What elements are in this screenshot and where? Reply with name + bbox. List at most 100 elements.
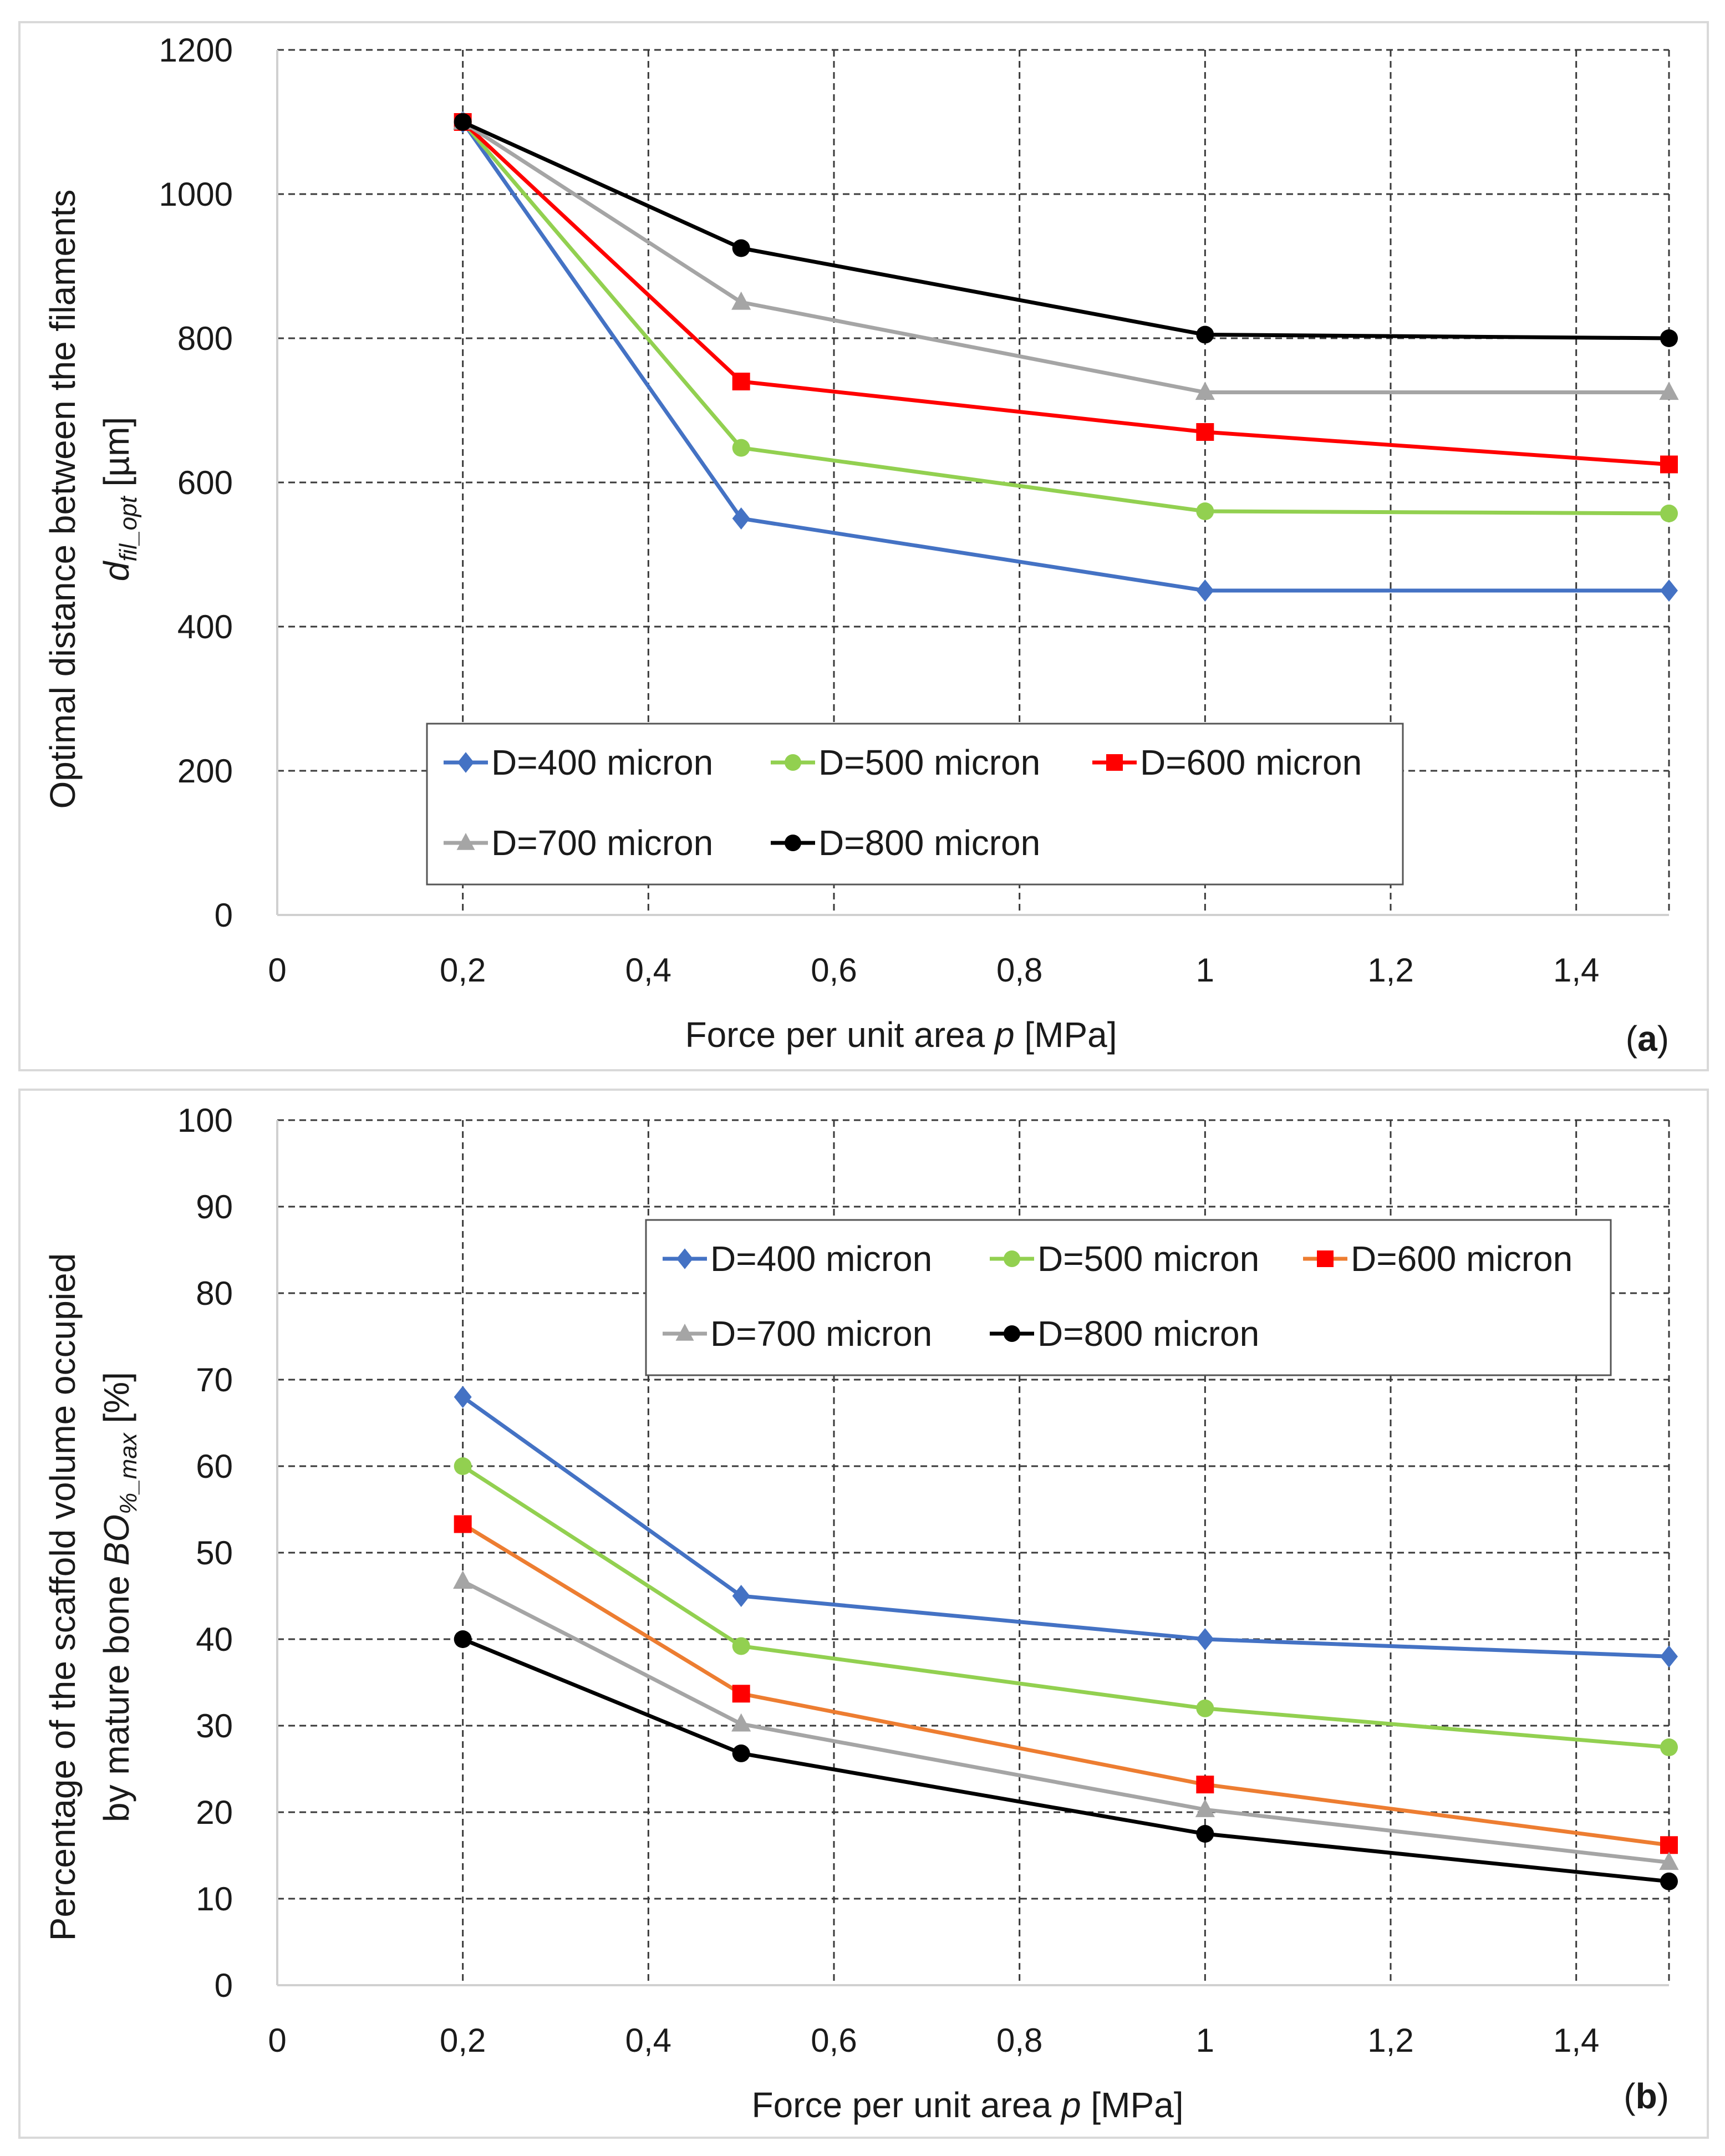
legend-entry: D=700 micron [491, 823, 713, 863]
data-point [731, 291, 751, 310]
panel-a-frame [18, 21, 1709, 1071]
y-axis-label: Percentage of the scaffold volume occupi… [43, 1253, 83, 1941]
y-tick-labels: 0 200 400 600 800 1000 1200 [159, 32, 233, 934]
y-tick-label: 30 [196, 1707, 233, 1745]
data-series [453, 1386, 1679, 1890]
y-tick-label: 0 [215, 1967, 233, 2004]
series-line [461, 1465, 1670, 1750]
panel-label-b: (b) [1624, 2076, 1669, 2116]
series-line [461, 120, 1669, 593]
legend-entry: D=400 micron [491, 743, 713, 782]
series-line [461, 120, 1670, 516]
x-tick-label: 0,6 [811, 952, 857, 989]
legend-entry: D=500 micron [1037, 1239, 1259, 1279]
legend-marker [785, 754, 801, 771]
legend-entry: D=700 micron [710, 1314, 932, 1354]
legend: D=400 micron D=500 micron D=600 micron D=70… [645, 1219, 1612, 1376]
data-point [732, 1585, 750, 1607]
x-axis-label: Force per unit area p [MPa] [751, 2085, 1183, 2125]
legend-marker [457, 752, 474, 773]
data-point [732, 1685, 750, 1703]
data-point [454, 1630, 472, 1648]
legend-box [645, 1219, 1612, 1376]
legend-entry: D=600 micron [1351, 1239, 1573, 1279]
data-point [731, 1713, 751, 1732]
legend-entry: D=600 micron [1140, 743, 1362, 782]
data-point [732, 1637, 750, 1655]
y-tick-label: 10 [196, 1880, 233, 1918]
legend-entry: D=500 micron [818, 743, 1040, 782]
legend-marker [675, 1324, 694, 1341]
series-line [462, 120, 1670, 340]
data-point [1195, 1799, 1215, 1817]
legend-marker [1317, 1250, 1334, 1267]
panel-label-a: (a) [1626, 1019, 1669, 1059]
y-axis-label: Optimal distance between the filaments [43, 189, 83, 808]
y-tick-label: 60 [196, 1448, 233, 1485]
x-tick-label: 0,6 [811, 2022, 857, 2059]
data-point [1196, 1776, 1214, 1794]
legend-entry: D=400 micron [710, 1239, 932, 1279]
series-line [461, 120, 1669, 394]
x-tick-label: 0,4 [625, 2022, 671, 2059]
data-point [1660, 1645, 1678, 1668]
y-tick-label: 70 [196, 1361, 233, 1399]
x-tick-label: 1 [1196, 2022, 1214, 2059]
y-tick-label: 80 [196, 1275, 233, 1312]
x-axis-label: Force per unit area p [MPa] [685, 1015, 1117, 1055]
y-tick-label: 600 [177, 464, 233, 501]
series-line [461, 1522, 1670, 1847]
legend-marker [1004, 1325, 1020, 1342]
x-tick-label: 1,4 [1553, 2022, 1599, 2059]
y-tick-label: 20 [196, 1794, 233, 1831]
y-axis-label-symbol: by mature bone BO%_max [%] [96, 1372, 142, 1822]
data-point [1660, 579, 1678, 602]
x-tick-label: 1,4 [1553, 952, 1599, 989]
series-line [461, 1395, 1670, 1659]
data-point [1660, 455, 1678, 474]
series-line [461, 120, 1670, 466]
legend: D=400 micron D=500 micron D=600 micron D=70… [426, 723, 1404, 886]
data-point [454, 1515, 472, 1533]
axes [276, 1120, 1669, 1986]
data-point [1660, 504, 1678, 522]
data-point [454, 1386, 472, 1408]
y-tick-label: 400 [177, 608, 233, 645]
data-point [1660, 1738, 1678, 1756]
y-tick-labels: 0 10 20 30 40 50 60 70 80 90 100 [177, 1102, 233, 2004]
data-point [454, 1457, 472, 1475]
legend-entry: D=800 micron [1037, 1314, 1259, 1354]
data-point [732, 239, 750, 257]
data-point [1196, 423, 1214, 441]
data-point [1660, 1872, 1678, 1890]
data-point [1196, 1628, 1214, 1650]
x-tick-label: 1 [1196, 952, 1214, 989]
x-tick-label: 1,2 [1367, 952, 1413, 989]
legend-box [426, 723, 1404, 886]
data-point [454, 113, 472, 131]
legend-marker [456, 833, 475, 850]
chart-panel-a: 0 200 400 600 800 1000 1200 0 0,2 0,4 0,6 0,8 1 1,2 1… [43, 32, 1679, 1059]
data-point [1195, 382, 1215, 400]
x-tick-label: 0,4 [625, 952, 671, 989]
x-tick-labels: 0 0,2 0,4 0,6 0,8 1 1,2 1,4 [268, 2022, 1599, 2059]
data-point [1660, 329, 1678, 347]
y-tick-label: 200 [177, 752, 233, 790]
data-point [1196, 502, 1214, 520]
legend-marker [1106, 754, 1123, 771]
x-tick-label: 0 [268, 952, 286, 989]
data-series [453, 111, 1679, 602]
y-tick-label: 1000 [159, 176, 233, 213]
y-axis-label-symbol: dfil_opt [µm] [96, 417, 142, 582]
legend-entry: D=800 micron [818, 823, 1040, 863]
x-tick-label: 0,8 [996, 952, 1042, 989]
legend-marker [676, 1248, 693, 1269]
data-point [1196, 1699, 1214, 1717]
data-point [732, 373, 750, 390]
data-point [1659, 382, 1679, 400]
series-line [462, 1637, 1670, 1884]
x-tick-label: 0,2 [440, 2022, 486, 2059]
legend-marker [785, 835, 801, 851]
y-tick-label: 0 [215, 897, 233, 934]
